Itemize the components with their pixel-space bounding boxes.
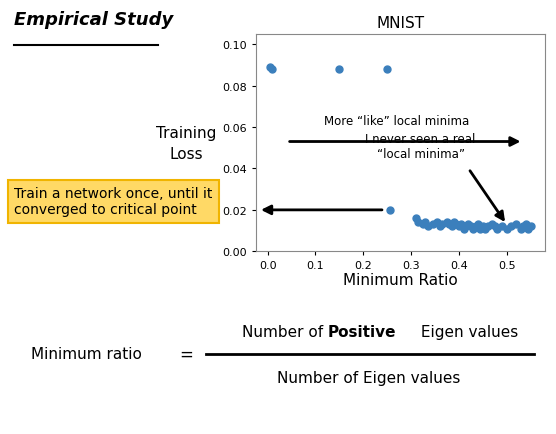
Point [385, 207, 394, 214]
Text: Eigen values: Eigen values [416, 325, 518, 339]
Point [476, 226, 485, 233]
Point [524, 226, 533, 233]
Text: Train a network once, until it
converged to critical point: Train a network once, until it converged… [14, 187, 212, 217]
Point [522, 221, 530, 228]
Point [445, 221, 454, 228]
Point [507, 224, 516, 230]
Text: I never seen a real
“local minima”: I never seen a real “local minima” [365, 133, 476, 161]
Point [452, 221, 461, 228]
Point [457, 221, 466, 228]
Point [512, 221, 520, 228]
Point [466, 224, 475, 230]
Point [438, 221, 446, 228]
Point [469, 226, 478, 233]
Point [447, 224, 456, 230]
Text: Empirical Study: Empirical Study [14, 11, 173, 29]
Text: =: = [180, 345, 193, 363]
Point [517, 226, 525, 233]
Point [268, 66, 277, 73]
Point [481, 226, 490, 233]
Point [423, 224, 432, 230]
Point [519, 224, 528, 230]
Text: Minimum ratio: Minimum ratio [31, 346, 141, 361]
Title: MNIST: MNIST [376, 16, 424, 31]
Point [461, 224, 470, 230]
Point [414, 219, 423, 226]
Point [502, 226, 511, 233]
Text: Training
Loss: Training Loss [156, 125, 216, 161]
Point [498, 224, 507, 230]
Point [526, 224, 535, 230]
Text: Positive: Positive [328, 325, 396, 339]
Text: Minimum Ratio: Minimum Ratio [343, 273, 458, 287]
Text: Number of: Number of [242, 325, 328, 339]
Point [483, 224, 492, 230]
Point [459, 226, 468, 233]
Point [383, 66, 391, 73]
Point [419, 221, 428, 228]
Point [266, 64, 275, 71]
Point [450, 219, 459, 226]
Point [474, 221, 483, 228]
Point [454, 224, 463, 230]
Point [335, 66, 344, 73]
Point [464, 221, 473, 228]
Text: Number of Eigen values: Number of Eigen values [277, 370, 460, 385]
Point [435, 224, 444, 230]
Text: More “like” local minima: More “like” local minima [324, 115, 469, 128]
Point [488, 221, 497, 228]
Point [443, 219, 451, 226]
Point [490, 224, 499, 230]
Point [421, 219, 430, 226]
Point [471, 224, 480, 230]
Point [428, 221, 437, 228]
Point [493, 226, 502, 233]
Point [433, 219, 442, 226]
Point [478, 224, 487, 230]
Point [411, 215, 420, 222]
